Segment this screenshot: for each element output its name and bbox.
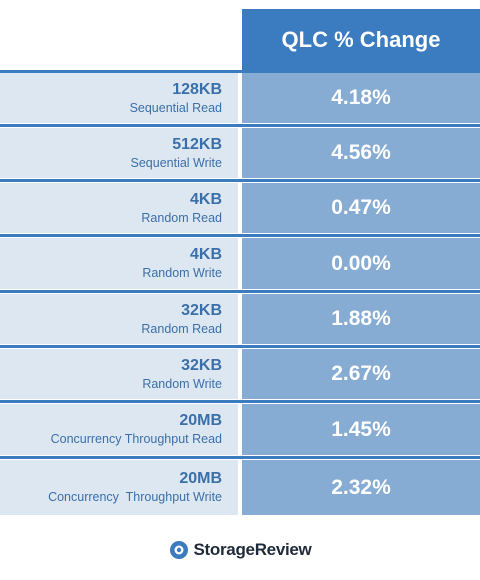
row-divider [0,234,480,237]
workload-label: Random Write [142,266,222,280]
workload-label: Random Write [142,376,222,391]
row-label-cell: 20MB Concurrency Throughput Read [0,404,238,455]
row-label-cell: 20MB Concurrency Throughput Write [0,460,238,515]
row-divider [0,456,480,459]
block-size-label: 128KB [172,80,222,98]
table-row: 20MB Concurrency Throughput Read 1.45% [0,404,480,455]
table-row: 32KB Random Write 2.67% [0,349,480,399]
table-row: 512KB Sequential Write 4.56% [0,128,480,178]
block-size-label: 20MB [179,412,222,429]
qlc-change-value: 2.32% [242,460,480,515]
qlc-change-value: 0.47% [242,183,480,233]
qlc-change-value: 2.67% [242,349,480,399]
row-divider [0,400,480,403]
row-label-cell: 32KB Random Write [0,349,238,399]
table-row: 128KB Sequential Read 4.18% [0,73,480,123]
header-blank-cell [0,0,240,70]
row-divider [0,290,480,293]
table-row: 4KB Random Write 0.00% [0,238,480,289]
block-size-label: 20MB [179,470,222,487]
table-row: 4KB Random Read 0.47% [0,183,480,233]
footer-logo: StorageReview [0,536,480,564]
workload-label: Concurrency Throughput Write [48,490,222,504]
qlc-change-value: 0.00% [242,238,480,289]
qlc-change-value: 4.56% [242,128,480,178]
row-label-cell: 4KB Random Read [0,183,238,233]
row-divider [0,345,480,348]
workload-label: Concurrency Throughput Read [50,432,222,446]
storagereview-logo-icon [169,541,188,559]
row-label-cell: 4KB Random Write [0,238,238,289]
workload-label: Random Read [141,210,222,225]
table-row: 20MB Concurrency Throughput Write 2.32% [0,460,480,515]
row-label-cell: 128KB Sequential Read [0,73,238,123]
qlc-change-value: 4.18% [242,73,480,123]
workload-label: Random Read [141,321,222,336]
brand-name: StorageReview [193,540,312,559]
row-divider [0,179,480,182]
row-divider [0,124,480,127]
row-label-cell: 512KB Sequential Write [0,128,238,178]
block-size-label: 32KB [181,356,222,374]
block-size-label: 4KB [189,246,222,263]
workload-label: Sequential Read [129,100,222,115]
block-size-label: 512KB [172,135,222,153]
block-size-label: 4KB [189,190,222,208]
table-row: 32KB Random Read 1.88% [0,294,480,344]
row-label-cell: 32KB Random Read [0,294,238,344]
qlc-change-value: 1.88% [242,294,480,344]
column-header-qlc-change: QLC % Change [242,9,480,70]
block-size-label: 32KB [181,301,222,319]
workload-label: Sequential Write [130,155,223,170]
qlc-change-value: 1.45% [242,404,480,455]
table-header: QLC % Change [0,0,480,70]
header-divider [0,70,480,73]
